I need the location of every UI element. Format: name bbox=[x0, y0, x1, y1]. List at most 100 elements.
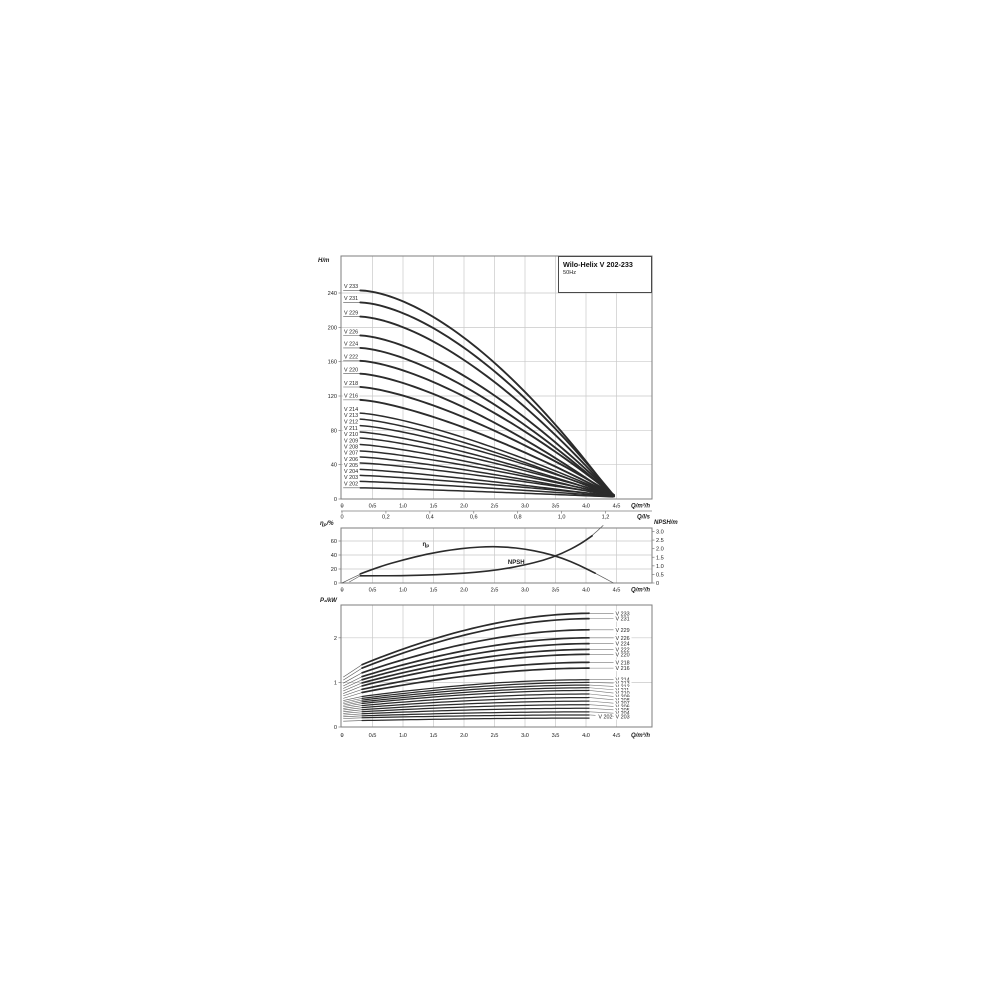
curve-V-224 bbox=[359, 346, 615, 497]
head-curve-label: V 220 bbox=[344, 367, 358, 373]
curve-V-231 bbox=[359, 301, 615, 497]
curve-V-206 bbox=[359, 462, 615, 496]
power-tick-label: 2 bbox=[334, 636, 337, 642]
plot-frame bbox=[340, 255, 653, 500]
power-curve-V-222 bbox=[361, 648, 590, 684]
curve-V-222 bbox=[359, 359, 616, 497]
power-curve-V-207 bbox=[361, 700, 590, 711]
power-tick-label: 0 bbox=[334, 725, 337, 731]
eff-npsh-curves bbox=[341, 525, 614, 584]
head-curve-label: V 206 bbox=[344, 457, 358, 463]
npsh-tick-label: 1.0 bbox=[656, 564, 664, 570]
title-box: Wilo-Helix V 202-233 50Hz bbox=[558, 256, 652, 293]
x-tick-label: 3.5 bbox=[552, 504, 560, 510]
x-tick-label: 3.0 bbox=[521, 588, 529, 594]
npsh-curve-label: NPSH bbox=[508, 560, 525, 566]
x-tick-label: 2.5 bbox=[491, 504, 499, 510]
head-flow-chart: 0 40 80 120 160 200 240 H/m 0 0.5 1.0 1.5 2.0 2.5 3.0 3… bbox=[318, 255, 653, 521]
curve-V-218 bbox=[359, 386, 615, 496]
head-curve-label: V 216 bbox=[344, 394, 358, 400]
head-curve-label: V 208 bbox=[344, 445, 358, 451]
eff-tick-label: 60 bbox=[331, 539, 337, 545]
curve-V-204 bbox=[359, 474, 615, 497]
head-curve-label: V 226 bbox=[344, 329, 358, 335]
power-curve-label: V 231 bbox=[616, 617, 630, 623]
x-tick-label: 0 bbox=[340, 733, 343, 739]
power-curve-V-203 bbox=[361, 714, 590, 719]
power-curve-label: V 203 bbox=[616, 715, 630, 721]
plot-frame bbox=[340, 604, 653, 728]
plot-frame bbox=[340, 527, 653, 584]
power-tick-label: 1 bbox=[334, 680, 337, 686]
eff-tick-label: 20 bbox=[331, 567, 337, 573]
x2-axis-unit: Q/l/s bbox=[637, 515, 651, 521]
power-curve-label: V 226 bbox=[616, 636, 630, 642]
power-curve-V-205 bbox=[361, 707, 590, 715]
npsh-tick-label: 0 bbox=[656, 581, 659, 587]
power-curve-V-211 bbox=[361, 687, 590, 703]
power-curve-V-208 bbox=[361, 696, 590, 709]
curve-V-226 bbox=[359, 334, 614, 496]
curve-V-214 bbox=[359, 412, 614, 496]
power-curve-label: V 220 bbox=[616, 652, 630, 658]
head-curve-label: V 202 bbox=[344, 482, 358, 488]
x2-tick-label: 0 bbox=[340, 515, 343, 521]
head-curve-labels: V 233 V 231 V 229 V 226 V 224 V 222 V 220 V 218… bbox=[343, 283, 360, 488]
head-curve-label: V 212 bbox=[344, 419, 358, 425]
power-axis-unit: P₂/kW bbox=[320, 598, 338, 604]
x-tick-label: 1.0 bbox=[399, 504, 407, 510]
power-curve-V-209 bbox=[361, 693, 590, 707]
x-tick-label: 1.5 bbox=[430, 588, 438, 594]
x-tick-label: 2.0 bbox=[460, 588, 468, 594]
curve-V-202 bbox=[359, 487, 614, 498]
power-chart: 0 1 2 P₂/kW 0 0.5 1.0 1.5 2.0 2.5 3.0 3.5 4.0 4.5 Q/m³… bbox=[320, 598, 653, 739]
y-tick-label: 200 bbox=[328, 325, 337, 331]
head-curve-label: V 231 bbox=[344, 296, 358, 302]
power-curve-label: V 224 bbox=[616, 642, 630, 648]
x-tick-label: 0.5 bbox=[369, 504, 377, 510]
power-curve-V-231 bbox=[361, 617, 590, 669]
power-curve-label: V 222 bbox=[616, 647, 630, 653]
x-tick-label: 1.5 bbox=[430, 733, 438, 739]
x-tick-label: 4.5 bbox=[613, 504, 621, 510]
x2-tick-label: 0,6 bbox=[470, 515, 478, 521]
power-curve-V-220 bbox=[361, 653, 590, 687]
y-tick-label: 120 bbox=[328, 394, 337, 400]
curve-V-229 bbox=[359, 315, 616, 498]
curve-eta-thin bbox=[341, 546, 614, 584]
x-tick-label: 3.5 bbox=[552, 588, 560, 594]
x-tick-label: 2.5 bbox=[491, 588, 499, 594]
power-curve-label: V 216 bbox=[616, 666, 630, 672]
head-curve-label: V 214 bbox=[344, 407, 358, 413]
x-tick-label: 0 bbox=[340, 504, 343, 510]
head-axis-unit: H/m bbox=[318, 258, 330, 264]
power-curve-V-214 bbox=[361, 679, 590, 698]
curve-eta bbox=[359, 545, 596, 575]
head-curve-label: V 211 bbox=[344, 426, 358, 432]
head-curve-label: V 210 bbox=[344, 432, 358, 438]
power-curve-V-206 bbox=[361, 704, 590, 713]
power-curve-label: V 229 bbox=[616, 628, 630, 634]
power-curve-V-229 bbox=[361, 628, 590, 674]
head-curve-label: V 213 bbox=[344, 413, 358, 419]
npsh-axis-unit: NPSH/m bbox=[654, 520, 678, 526]
npsh-tick-label: 2.5 bbox=[656, 538, 664, 544]
x-tick-label: 2.5 bbox=[491, 733, 499, 739]
head-curve-label: V 224 bbox=[344, 342, 358, 348]
x2-tick-label: 0,8 bbox=[514, 515, 522, 521]
curve-V-203 bbox=[359, 480, 615, 498]
head-curve-label: V 218 bbox=[344, 381, 358, 387]
head-curve-label: V 205 bbox=[344, 463, 358, 469]
power-curve-V-218 bbox=[361, 661, 590, 691]
x2-tick-label: 0,4 bbox=[426, 515, 434, 521]
curve-V-216 bbox=[359, 398, 616, 497]
power-curve-V-224 bbox=[361, 642, 590, 681]
head-curve-label: V 204 bbox=[344, 469, 358, 475]
y-tick-label: 160 bbox=[328, 360, 337, 366]
eta-curve-label: ηp bbox=[423, 542, 430, 549]
x-tick-label: 2.0 bbox=[460, 504, 468, 510]
x-axis-unit: Q/m³/h bbox=[631, 503, 650, 510]
y-tick-label: 80 bbox=[331, 428, 337, 434]
npsh-tick-label: 0.5 bbox=[656, 572, 664, 578]
